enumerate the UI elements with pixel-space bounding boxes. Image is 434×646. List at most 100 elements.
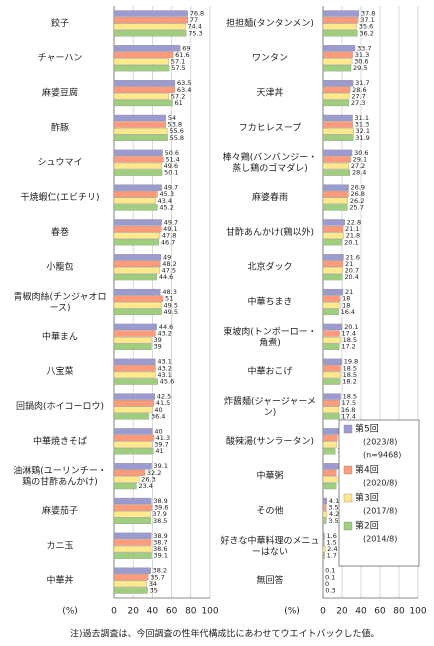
bar <box>322 80 354 87</box>
value-label: 77 <box>190 16 198 24</box>
bar <box>322 517 327 524</box>
footnote: 注)過去調査は、今回調査の性年代構成比にあわせてウエイトバックした値。 <box>70 628 380 640</box>
bar <box>113 552 152 559</box>
bar <box>322 406 340 413</box>
bar <box>322 149 353 156</box>
category-label: 青椒肉絲(チンジャオロース) <box>13 290 106 313</box>
value-label: 18 <box>342 295 350 303</box>
value-label: 75.3 <box>188 29 202 37</box>
value-label: 20.1 <box>344 323 358 331</box>
category-label: カニ玉 <box>46 540 73 551</box>
bar <box>113 23 186 30</box>
value-label: 43.2 <box>157 330 171 338</box>
category-label: 春巻 <box>51 226 69 238</box>
bar <box>113 93 170 100</box>
bar <box>322 463 340 470</box>
value-label: 45.6 <box>160 378 174 386</box>
value-label: 23.4 <box>138 482 152 490</box>
value-label: 63.5 <box>177 79 191 87</box>
value-label: 0.1 <box>325 573 335 581</box>
bar <box>113 169 163 176</box>
value-label: 39 <box>153 343 161 351</box>
value-label: 3.5 <box>328 504 338 512</box>
value-label: 47.8 <box>162 232 176 240</box>
category-label: 干焼蝦仁(エビチリ) <box>20 191 99 203</box>
category-label: 中華おこげ <box>247 365 292 377</box>
value-label: 49.7 <box>164 184 178 192</box>
category-label: 中華粥 <box>256 470 283 482</box>
value-label: 16.8 <box>341 406 355 414</box>
value-label: 38.6 <box>153 545 167 553</box>
bar <box>113 539 152 546</box>
value-label: 48.3 <box>162 288 176 296</box>
bar <box>322 302 341 309</box>
bar <box>113 204 158 211</box>
category-label: 酸辣湯(サンラータン) <box>226 435 314 447</box>
value-label: 3.5 <box>328 517 338 525</box>
bar <box>113 114 166 122</box>
bar <box>322 336 341 344</box>
bar <box>322 371 341 379</box>
category-label: 油淋鶏(ユーリンチー・鶏の甘酢あんかけ) <box>13 464 107 487</box>
value-label: 36.4 <box>151 412 165 420</box>
value-label: 49.6 <box>164 162 178 170</box>
value-label: 27.2 <box>351 162 365 170</box>
value-label: 69 <box>182 44 190 52</box>
category-label: 麻婆春雨 <box>252 191 288 203</box>
bar <box>322 400 340 407</box>
bar <box>322 343 340 350</box>
value-label: 1.5 <box>326 538 336 546</box>
x-tick-label: 100 <box>409 607 426 617</box>
value-label: 21.1 <box>345 225 359 233</box>
x-tick-label: 20 <box>336 607 348 617</box>
x-tick-label: 20 <box>127 607 139 617</box>
bar <box>322 16 359 24</box>
value-label: 50.1 <box>164 169 178 177</box>
bar <box>322 413 340 420</box>
bar <box>113 30 187 37</box>
category-label: 麻婆豆腐 <box>42 87 78 99</box>
value-label: 27.3 <box>351 99 365 107</box>
value-label: 49 <box>163 253 171 261</box>
bar <box>322 99 350 107</box>
category-label: 中華焼きそば <box>33 435 87 447</box>
value-label: 33.7 <box>357 44 371 52</box>
bar <box>113 267 160 274</box>
bar <box>113 162 162 170</box>
x-tick-label: 60 <box>374 607 386 617</box>
bar <box>113 184 162 191</box>
value-label: 26.8 <box>350 190 364 198</box>
value-label: 37.1 <box>360 16 374 24</box>
bar <box>322 441 337 448</box>
value-label: 1.7 <box>327 552 337 560</box>
bar <box>322 393 341 400</box>
value-label: 26.3 <box>141 475 155 483</box>
value-label: 17.5 <box>342 399 356 407</box>
value-label: 0.1 <box>325 567 335 575</box>
bar <box>113 434 154 442</box>
legend-swatch <box>343 465 353 475</box>
value-label: 50.6 <box>165 149 179 157</box>
value-label: 76.8 <box>190 10 204 18</box>
value-label: 57.2 <box>171 92 185 100</box>
legend-period: (2023/8) <box>363 438 397 447</box>
value-label: 45.3 <box>159 190 173 198</box>
bar <box>322 23 357 30</box>
x-tick-label: 100 <box>201 607 218 617</box>
bar <box>322 184 349 191</box>
value-label: 0.3 <box>325 586 335 594</box>
bar <box>113 239 159 246</box>
value-label: 31.9 <box>355 134 369 142</box>
value-label: 38.2 <box>153 567 167 575</box>
bar <box>322 64 352 72</box>
bar <box>322 308 339 316</box>
legend-period: (2017/8) <box>363 507 397 516</box>
bar <box>113 567 151 574</box>
bar <box>113 149 163 156</box>
value-label: 20.4 <box>344 273 358 281</box>
value-label: 49.5 <box>164 308 178 316</box>
legend-label: 第2回 <box>355 520 379 532</box>
category-label: シュウマイ <box>37 157 82 168</box>
value-label: 31.3 <box>355 121 369 129</box>
x-tick-label: 0 <box>320 607 326 617</box>
